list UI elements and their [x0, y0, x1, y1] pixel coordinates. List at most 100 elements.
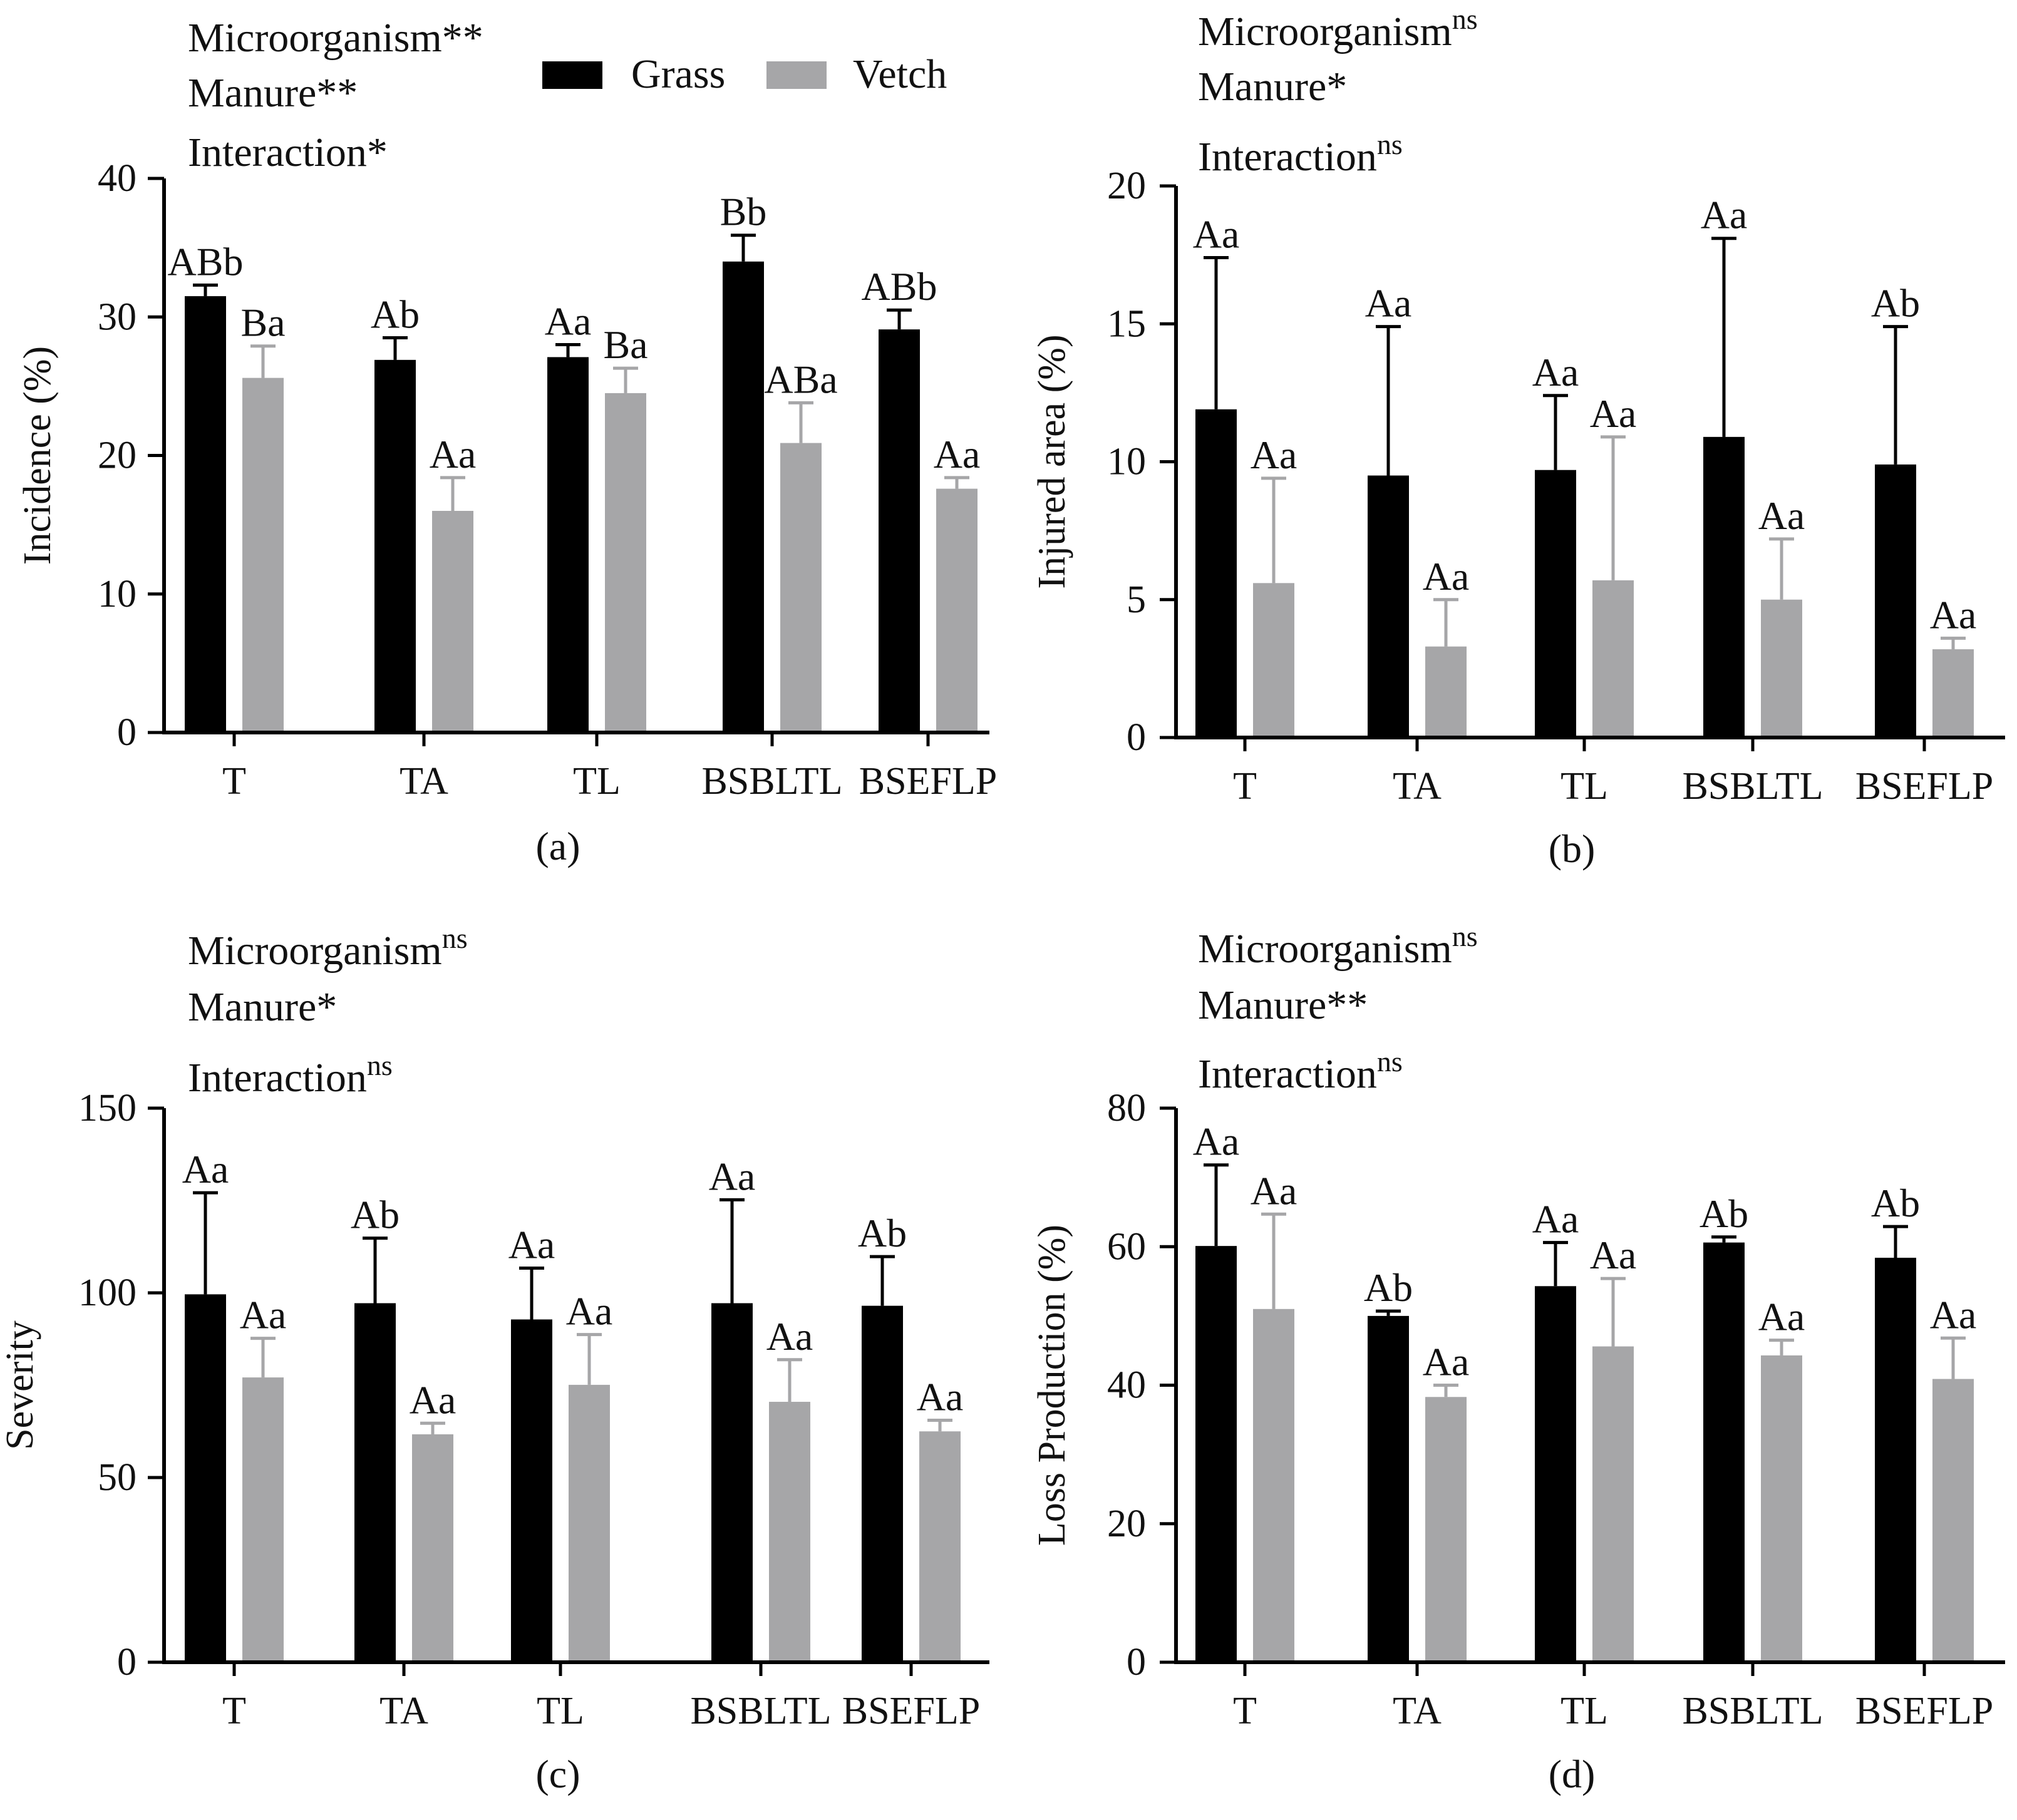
- bar: [511, 1319, 552, 1662]
- bar: [354, 1303, 396, 1662]
- significance-letter: ABb: [862, 264, 937, 309]
- y-tick-label: 100: [78, 1272, 137, 1314]
- x-tick-label: BSEFLP: [859, 760, 998, 803]
- y-tick-label: 50: [98, 1456, 137, 1499]
- y-tick-label: 15: [1107, 302, 1146, 345]
- significance-letter: Aa: [1251, 1168, 1297, 1213]
- bar: [1368, 1315, 1409, 1662]
- significance-letter: Ab: [1364, 1265, 1413, 1310]
- x-tick-label: TA: [1393, 765, 1442, 808]
- bar: [1425, 646, 1467, 738]
- significance-letter: ABb: [168, 239, 244, 284]
- y-tick-label: 0: [117, 711, 137, 754]
- stat-label: Manure: [188, 70, 316, 116]
- legend-swatch: [766, 61, 827, 89]
- significance-letter: Aa: [508, 1222, 555, 1267]
- y-tick-label: 150: [78, 1087, 137, 1129]
- bar: [936, 488, 978, 733]
- stat-annotation: Manure*: [188, 984, 337, 1030]
- y-tick-label: 80: [1107, 1087, 1146, 1129]
- bar: [862, 1305, 903, 1662]
- stat-significance: *: [316, 984, 337, 1030]
- significance-letter: Aa: [240, 1293, 287, 1337]
- bar: [711, 1303, 753, 1662]
- x-tick-label: BSBLTL: [1682, 1690, 1823, 1732]
- y-tick-label: 60: [1107, 1225, 1146, 1268]
- stat-label: Interaction: [1198, 1051, 1377, 1097]
- bar: [1932, 1379, 1974, 1662]
- significance-letter: Aa: [430, 432, 477, 476]
- bar: [1592, 580, 1634, 738]
- y-axis-label: Incidence (%): [16, 346, 59, 565]
- bar: [374, 359, 416, 733]
- significance-letter: Aa: [1930, 1292, 1977, 1337]
- x-tick-label: TA: [1393, 1690, 1442, 1732]
- stat-label: Microorganism: [1198, 926, 1452, 972]
- bar: [185, 296, 226, 733]
- significance-letter: Aa: [1251, 433, 1297, 477]
- stat-significance: **: [316, 70, 358, 116]
- bar: [1253, 1308, 1294, 1662]
- stat-annotation: Microorganismns: [188, 922, 468, 974]
- significance-letter: Aa: [709, 1154, 756, 1198]
- y-tick-label: 40: [1107, 1364, 1146, 1407]
- legend-label: Grass: [631, 51, 725, 97]
- stat-significance: ns: [442, 922, 468, 954]
- bar: [780, 443, 822, 733]
- x-tick-label: TL: [573, 760, 621, 803]
- y-tick-label: 10: [1107, 441, 1146, 483]
- stat-annotation: Interactionns: [1198, 128, 1403, 180]
- x-tick-label: TL: [1560, 1690, 1608, 1732]
- significance-letter: Aa: [1758, 1295, 1805, 1339]
- stat-significance: **: [442, 15, 483, 61]
- bar: [1932, 649, 1974, 738]
- bar: [1535, 470, 1576, 738]
- y-tick-label: 20: [1107, 165, 1146, 207]
- bar: [1875, 464, 1916, 738]
- stat-significance: *: [1326, 64, 1347, 110]
- significance-letter: ABa: [764, 357, 837, 401]
- stat-label: Manure: [1198, 64, 1326, 110]
- legend-swatch: [542, 61, 602, 89]
- legend: Grass Vetch: [542, 51, 947, 97]
- bar: [605, 393, 646, 733]
- significance-letter: Ab: [858, 1211, 907, 1255]
- x-tick-label: BSEFLP: [842, 1690, 981, 1732]
- y-tick-label: 5: [1127, 578, 1146, 621]
- significance-letter: Ab: [371, 292, 420, 336]
- significance-letter: Aa: [1532, 350, 1579, 394]
- stat-significance: ns: [1452, 3, 1478, 35]
- y-tick-label: 0: [1127, 1641, 1146, 1684]
- bar: [1535, 1286, 1576, 1662]
- panel-label: (a): [535, 824, 580, 868]
- stat-annotation: Microorganism**: [188, 15, 483, 61]
- stat-annotation: Manure**: [188, 70, 358, 116]
- y-tick-label: 10: [98, 573, 137, 615]
- x-tick-label: T: [1233, 765, 1257, 808]
- stat-significance: ns: [1377, 128, 1403, 160]
- stat-significance: **: [1326, 982, 1368, 1028]
- stat-label: Interaction: [188, 1055, 367, 1101]
- chart-panel: ABbBaTAbAaTAAaBaTLBbABaBSBLTLABbAaBSEFLP…: [16, 15, 997, 868]
- legend-label: Vetch: [853, 51, 947, 97]
- bar: [1195, 409, 1237, 738]
- panel-label: (d): [1549, 1752, 1596, 1796]
- x-tick-label: BSBLTL: [701, 760, 842, 803]
- significance-letter: Aa: [1758, 493, 1805, 538]
- x-tick-label: BSEFLP: [1855, 1690, 1994, 1732]
- bar: [412, 1434, 453, 1662]
- stat-label: Interaction: [1198, 134, 1377, 180]
- stat-label: Microorganism: [188, 928, 442, 974]
- bar: [1368, 475, 1409, 738]
- chart-panel: AaAaTAbAaTAAaAaTLAbAaBSBLTLAbAaBSEFLP020…: [1031, 920, 2005, 1796]
- stat-annotation: Interaction*: [188, 130, 388, 175]
- significance-letter: Aa: [1423, 1340, 1470, 1384]
- significance-letter: Bb: [720, 190, 767, 234]
- stat-significance: *: [367, 130, 388, 175]
- x-tick-label: BSBLTL: [690, 1690, 831, 1732]
- x-tick-label: TL: [1560, 765, 1608, 808]
- panel-label: (c): [535, 1752, 580, 1796]
- significance-letter: Aa: [1365, 281, 1412, 326]
- y-tick-label: 0: [117, 1641, 137, 1684]
